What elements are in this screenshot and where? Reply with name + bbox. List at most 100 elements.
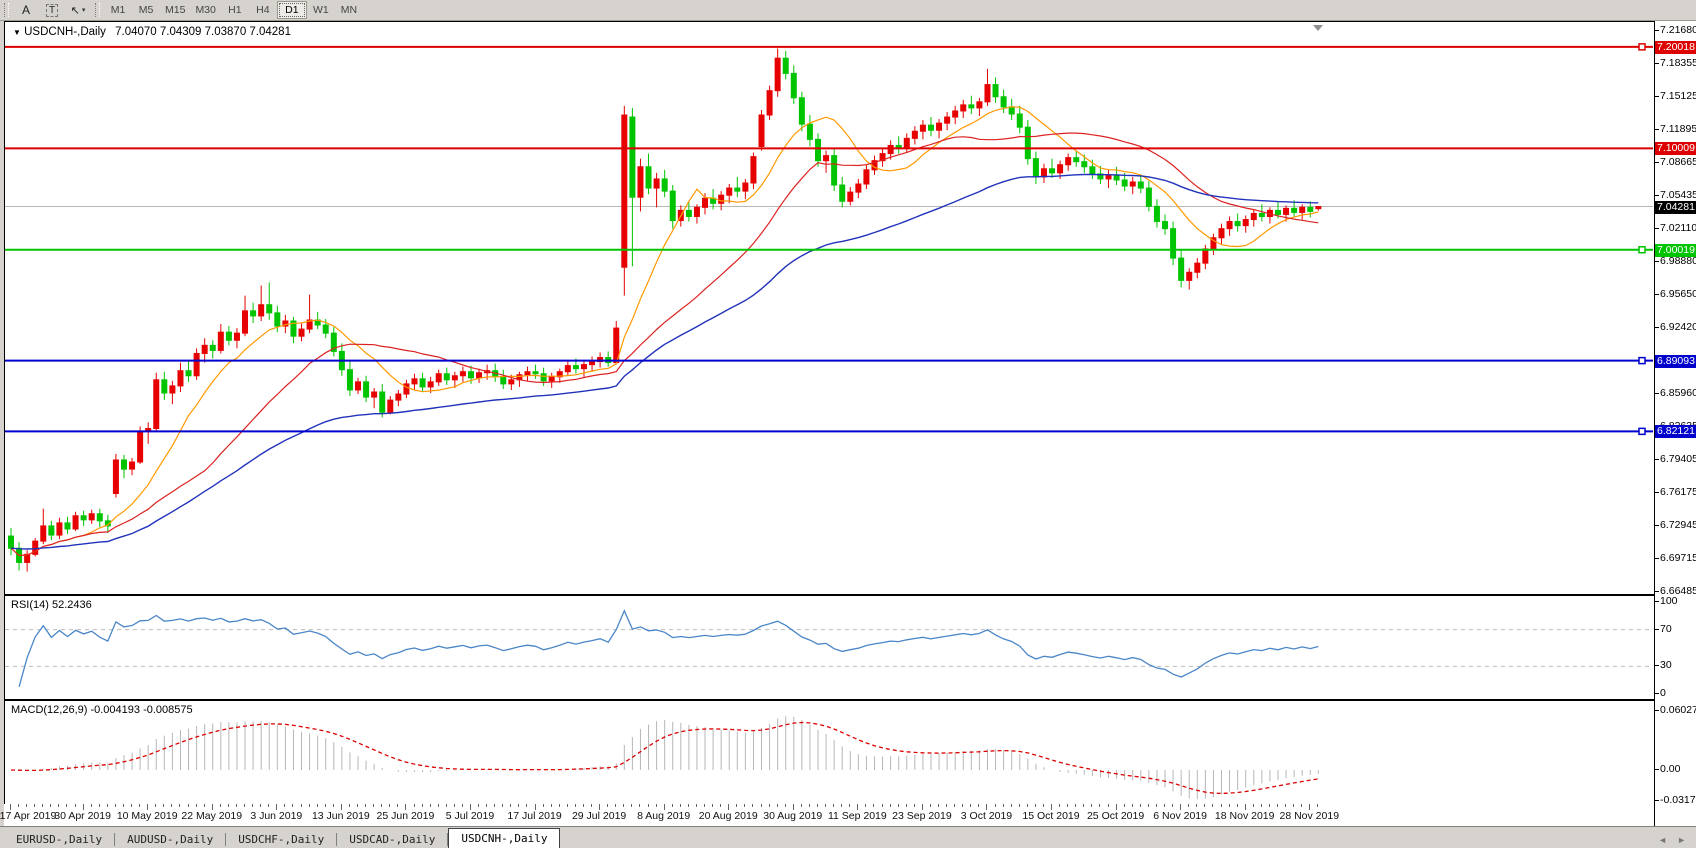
date-minor-tick bbox=[639, 804, 641, 807]
chart-tab-audusd[interactable]: AUDUSD-,Daily bbox=[127, 833, 214, 846]
date-minor-tick bbox=[122, 804, 124, 807]
date-minor-tick bbox=[357, 804, 358, 807]
axis-tick bbox=[1655, 601, 1659, 602]
date-minor-tick bbox=[607, 804, 609, 807]
timeframe-button-h4[interactable]: H4 bbox=[256, 4, 270, 16]
date-minor-tick bbox=[494, 804, 496, 807]
date-axis[interactable]: 17 Apr 2019 30 Apr 2019 10 May 2019 22 May … bbox=[0, 804, 1654, 826]
date-minor-tick bbox=[114, 804, 116, 807]
chart-tab-eurusd[interactable]: EURUSD-,Daily bbox=[16, 833, 103, 846]
chart-dropdown-icon[interactable]: ▼ bbox=[13, 28, 21, 37]
rsi-plot bbox=[5, 609, 1653, 687]
macd-label: MACD(12,26,9) -0.004193 -0.008575 bbox=[11, 704, 193, 716]
macd-panel[interactable]: MACD(12,26,9) -0.004193 -0.008575 bbox=[4, 700, 1656, 806]
axis-tick bbox=[1655, 800, 1659, 802]
date-minor-tick bbox=[873, 804, 875, 807]
price-tick-label: 6.92420 bbox=[1660, 321, 1696, 333]
tab-separator bbox=[447, 833, 449, 846]
chart-title: ▼ USDCNH-,Daily 7.04070 7.04309 7.03870 … bbox=[13, 26, 291, 38]
date-minor-tick bbox=[1204, 804, 1206, 807]
date-minor-tick bbox=[615, 804, 617, 807]
date-minor-tick bbox=[260, 804, 262, 807]
rsi-panel[interactable]: RSI(14) 52.2436 bbox=[4, 595, 1656, 700]
date-minor-tick bbox=[655, 804, 657, 807]
timeframe-button-m5[interactable]: M5 bbox=[138, 4, 154, 16]
candlestick-chart[interactable] bbox=[5, 22, 1653, 592]
date-major-tick bbox=[1051, 804, 1053, 810]
price-tick-label: 7.05435 bbox=[1660, 189, 1696, 201]
date-minor-tick bbox=[760, 804, 762, 807]
axis-tick bbox=[1655, 162, 1659, 163]
date-minor-tick bbox=[929, 804, 931, 807]
date-minor-tick bbox=[1042, 804, 1044, 807]
toolbar: A T ↖ ▾ M1 M5 M15 M30 H1 H4 D1 W1 MN bbox=[0, 0, 1696, 21]
date-major-tick bbox=[1180, 804, 1182, 810]
price-chart-panel[interactable]: ▼ USDCNH-,Daily 7.04070 7.04309 7.03870 … bbox=[4, 21, 1656, 595]
price-tick-label: 6.98880 bbox=[1660, 255, 1696, 267]
date-minor-tick bbox=[776, 804, 778, 807]
date-minor-tick bbox=[502, 804, 504, 807]
chart-tab-usdcad[interactable]: USDCAD-,Daily bbox=[349, 833, 436, 846]
date-minor-tick bbox=[962, 804, 964, 807]
date-minor-tick bbox=[300, 804, 302, 807]
date-major-tick bbox=[792, 804, 794, 810]
cursor-tool-button[interactable]: ↖ ▾ bbox=[65, 2, 91, 18]
date-minor-tick bbox=[1091, 804, 1093, 807]
date-minor-tick bbox=[461, 804, 463, 807]
date-label: 25 Jun 2019 bbox=[376, 810, 435, 822]
text-label-tool-button[interactable]: A bbox=[21, 3, 30, 17]
timeframe-button-h1[interactable]: H1 bbox=[228, 4, 242, 16]
timeframe-button-m30[interactable]: M30 bbox=[195, 4, 216, 16]
timeframe-button-m1[interactable]: M1 bbox=[110, 4, 126, 16]
date-minor-tick bbox=[171, 804, 173, 807]
chart-tab-usdcnh[interactable]: USDCNH-,Daily bbox=[448, 828, 561, 848]
price-tick-label: 6.85960 bbox=[1660, 387, 1696, 399]
rsi-tick-label: 70 bbox=[1660, 622, 1672, 635]
timeframe-button-m15[interactable]: M15 bbox=[165, 4, 186, 16]
date-minor-tick bbox=[308, 804, 310, 807]
date-minor-tick bbox=[453, 804, 455, 807]
date-minor-tick bbox=[316, 804, 318, 807]
date-minor-tick bbox=[1164, 804, 1165, 807]
timeframe-button-d1[interactable]: D1 bbox=[276, 1, 307, 19]
toolbar-grip bbox=[95, 3, 100, 17]
date-minor-tick bbox=[1212, 804, 1214, 807]
date-minor-tick bbox=[1002, 804, 1004, 807]
chart-tab-usdchf[interactable]: USDCHF-,Daily bbox=[238, 833, 325, 846]
date-label: 20 Aug 2019 bbox=[698, 810, 758, 822]
macd-tick-label: -0.031725 bbox=[1660, 794, 1696, 807]
date-major-tick bbox=[10, 804, 11, 810]
date-minor-tick bbox=[518, 804, 520, 807]
date-minor-tick bbox=[74, 804, 76, 807]
tab-scroll-right-icon[interactable]: ► bbox=[1677, 835, 1686, 845]
date-minor-tick bbox=[704, 804, 706, 807]
tab-scroll-left-icon[interactable]: ◄ bbox=[1658, 835, 1668, 845]
timeframe-button-w1[interactable]: W1 bbox=[313, 4, 329, 16]
timeframe-button-mn[interactable]: MN bbox=[340, 4, 358, 16]
date-minor-tick bbox=[1196, 804, 1198, 807]
price-tick-label: 6.79405 bbox=[1660, 453, 1696, 465]
date-minor-tick bbox=[235, 804, 237, 807]
date-minor-tick bbox=[365, 804, 367, 807]
date-minor-tick bbox=[268, 804, 270, 807]
price-tick-label: 7.02110 bbox=[1660, 222, 1696, 234]
date-minor-tick bbox=[106, 804, 108, 807]
date-minor-tick bbox=[292, 804, 294, 807]
date-major-tick bbox=[82, 804, 84, 810]
rsi-tick-label: 0 bbox=[1660, 687, 1666, 699]
date-label: 3 Jun 2019 bbox=[250, 810, 303, 822]
price-axis[interactable]: 7.21680 7.18355 7.15125 7.11895 7.08665 7.054… bbox=[1654, 21, 1696, 826]
date-major-tick bbox=[1115, 804, 1117, 810]
tab-separator bbox=[336, 833, 338, 846]
rsi-label: RSI(14) 52.2436 bbox=[11, 599, 92, 611]
text-tool-button[interactable]: T bbox=[39, 2, 65, 18]
date-label: 17 Jul 2019 bbox=[507, 810, 562, 822]
date-label: 17 Apr 2019 bbox=[0, 810, 57, 822]
date-label: 22 May 2019 bbox=[181, 810, 243, 822]
date-minor-tick bbox=[849, 804, 851, 807]
current-price-tag: 7.04281 bbox=[1655, 200, 1696, 214]
date-minor-tick bbox=[800, 804, 802, 807]
date-minor-tick bbox=[58, 804, 60, 807]
axis-tick bbox=[1655, 769, 1659, 770]
